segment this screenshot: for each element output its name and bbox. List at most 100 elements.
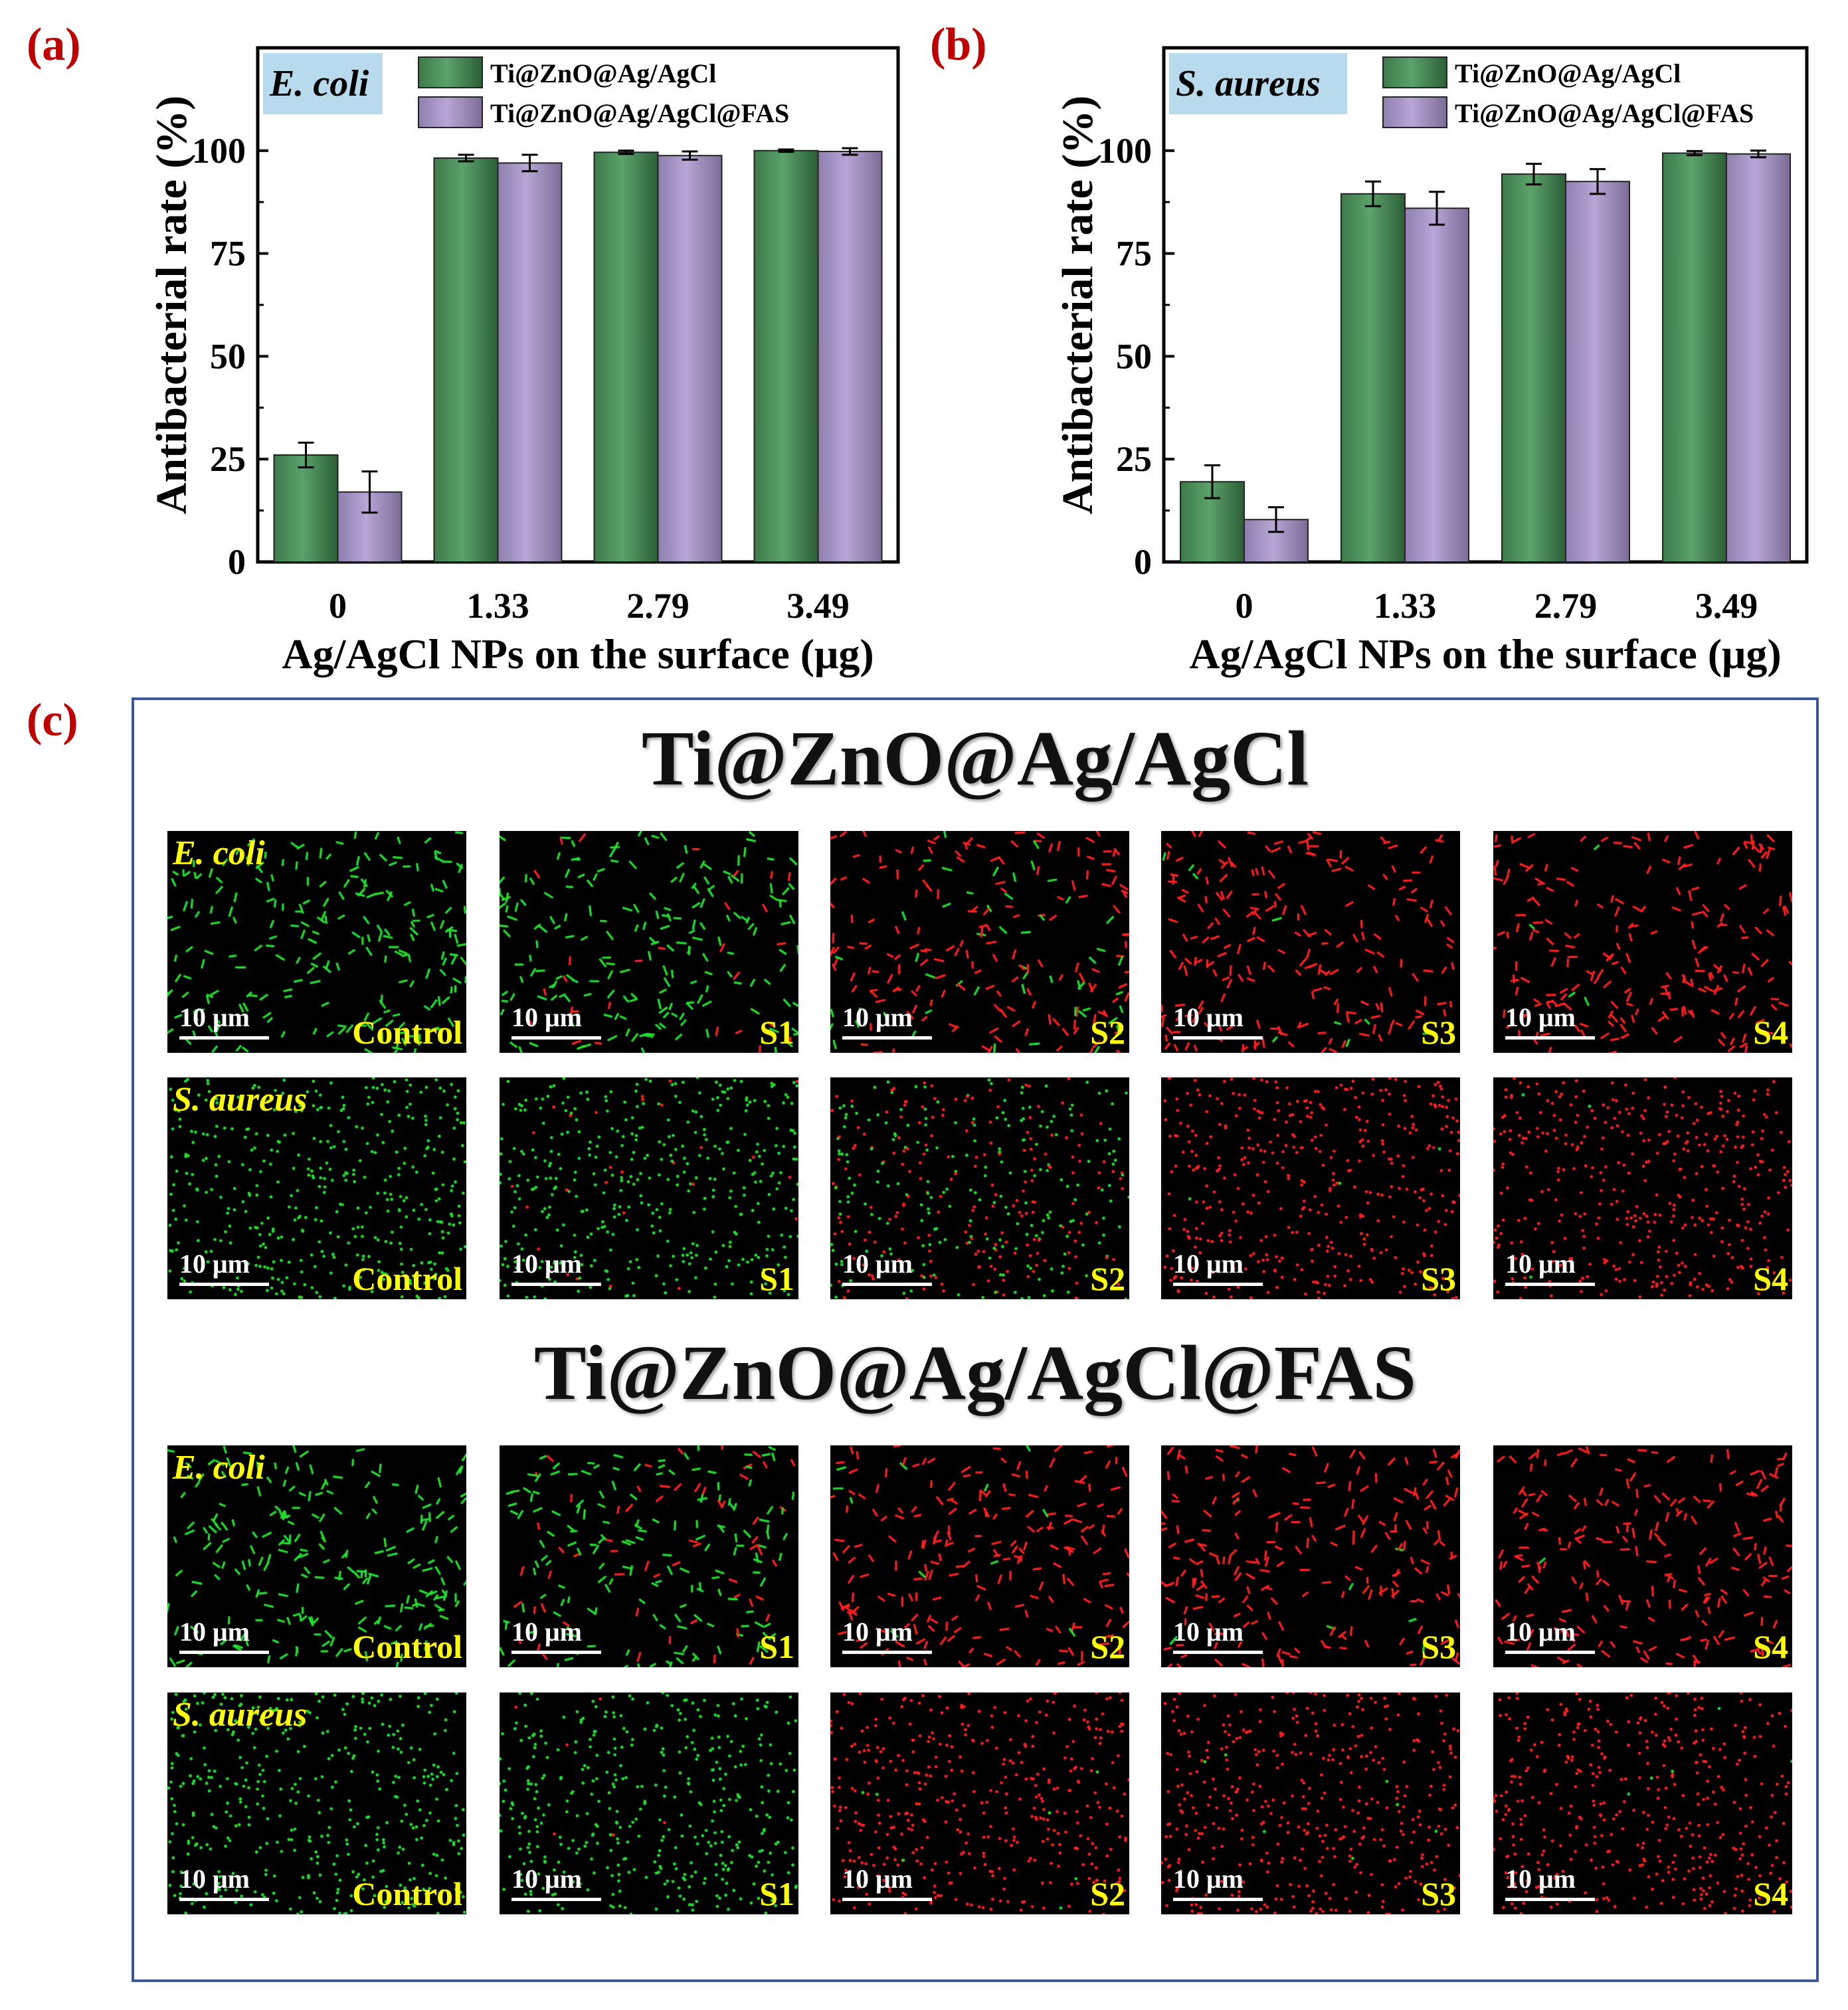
fluorescence-image [500,1077,798,1299]
y-tick-label: 50 [1116,336,1152,376]
sample-label: S2 [1090,1628,1125,1665]
scale-bar [1173,1898,1263,1901]
micrograph-tile: E. coli 10 μm Control [167,1445,466,1667]
scale-bar [179,1651,269,1654]
scale-bar [842,1036,932,1040]
bar-series2-2.79 [1565,181,1630,563]
scale-bar-label: 10 μm [842,1864,913,1894]
x-axis-label: Ag/AgCl NPs on the surface (μg) [1189,630,1781,678]
x-tick-label: 2.79 [1534,586,1598,626]
x-tick-label: 1.33 [1374,586,1437,626]
micrograph-tile: 10 μm S4 [1493,831,1792,1053]
legend-label-series2: Ti@ZnO@Ag/AgCl@FAS [490,98,789,128]
fluorescence-image [1161,1077,1460,1299]
scale-bar-label: 10 μm [179,1864,250,1894]
micrograph-group-title: Ti@ZnO@Ag/AgCl [641,715,1309,802]
sample-label: S1 [759,1628,794,1665]
y-tick-label: 50 [210,336,246,376]
fluorescence-image [830,1445,1129,1667]
legend-swatch-series2 [418,96,483,128]
scale-bar [179,1036,269,1040]
x-axis-label: Ag/AgCl NPs on the surface (μg) [282,630,874,678]
fluorescence-image [500,1692,798,1914]
micrograph-group-title: Ti@ZnO@Ag/AgCl@FAS [533,1329,1417,1416]
micrograph-tile: 10 μm S1 [500,1692,798,1914]
y-tick-label: 75 [210,234,246,274]
bar-series1-2.79 [593,151,659,563]
bar-series2-1.33 [1404,207,1469,563]
bar-series2-3.49 [817,151,883,563]
sample-label: Control [352,1260,462,1297]
bar-series1-0 [273,454,339,563]
bar-series1-1.33 [1340,193,1406,563]
micrograph-tile: S. aureus 10 μm Control [167,1077,466,1299]
fluorescence-image [1493,1692,1792,1914]
legend-swatch-series1 [1382,56,1447,88]
scale-bar-label: 10 μm [842,1617,913,1647]
x-tick-label: 1.33 [466,586,529,626]
scale-bar [1505,1651,1595,1654]
x-tick-label: 3.49 [786,586,850,626]
scale-bar [842,1283,932,1286]
sample-label: Control [352,1875,462,1912]
micrograph-tile: 10 μm S3 [1161,1445,1460,1667]
legend-swatch-series1 [418,56,483,88]
scale-bar [511,1283,601,1286]
x-tick-label: 3.49 [1695,586,1758,626]
scale-bar-label: 10 μm [1505,1864,1576,1894]
micrograph-species-label: E. coli [173,834,265,872]
micrograph-tile: 10 μm S3 [1161,1692,1460,1914]
fluorescence-image [830,1692,1129,1914]
bar-series2-3.49 [1726,153,1791,563]
y-tick-label: 0 [1134,542,1152,582]
legend-label-series1: Ti@ZnO@Ag/AgCl [1455,58,1681,88]
micrograph-tile: E. coli 10 μm Control [167,831,466,1053]
species-box: S. aureus [1169,53,1347,114]
scale-bar [1505,1036,1595,1040]
micrograph-species-label: E. coli [173,1449,265,1487]
scale-bar-label: 10 μm [1173,1249,1244,1279]
sample-label: S3 [1421,1875,1456,1912]
sample-label: S2 [1090,1260,1125,1297]
micrograph-tile: 10 μm S2 [830,1077,1129,1299]
sample-label: S1 [759,1260,794,1297]
scale-bar-label: 10 μm [511,1864,582,1894]
sample-label: S3 [1421,1628,1456,1665]
sample-label: S1 [759,1875,794,1912]
scale-bar [1173,1036,1263,1040]
bar-series2-1.33 [497,162,563,563]
scale-bar-label: 10 μm [179,1249,250,1279]
fluorescence-image [167,831,466,1053]
y-tick-label: 0 [228,542,246,582]
micrograph-species-label: S. aureus [173,1696,308,1734]
fluorescence-image [167,1077,466,1299]
micrograph-tile: 10 μm S1 [500,831,798,1053]
micrograph-tile: 10 μm S4 [1493,1445,1792,1667]
fluorescence-image [1161,831,1460,1053]
legend-label-series2: Ti@ZnO@Ag/AgCl@FAS [1455,98,1754,128]
species-box-bg [263,53,383,114]
scale-bar [511,1651,601,1654]
panel-label-b: (b) [930,19,987,70]
scale-bar-label: 10 μm [511,1002,582,1032]
y-tick-label: 75 [1116,234,1152,274]
micrograph-tile: 10 μm S2 [830,1445,1129,1667]
species-label: S. aureus [1176,63,1321,104]
scale-bar-label: 10 μm [1173,1864,1244,1894]
fluorescence-image [1161,1445,1460,1667]
fluorescence-image [500,831,798,1053]
scale-bar-label: 10 μm [842,1249,913,1279]
scale-bar-label: 10 μm [179,1617,250,1647]
sample-label: S1 [759,1014,794,1051]
fluorescence-image [830,1077,1129,1299]
fluorescence-image [1161,1692,1460,1914]
bar-series1-1.33 [433,157,499,563]
scale-bar-label: 10 μm [1505,1617,1576,1647]
panel-label-a: (a) [27,19,81,70]
fluorescence-image [1493,1445,1792,1667]
micrograph-species-label: S. aureus [173,1081,308,1119]
sample-label: S4 [1753,1014,1788,1051]
micrograph-tile: 10 μm S2 [830,1692,1129,1914]
